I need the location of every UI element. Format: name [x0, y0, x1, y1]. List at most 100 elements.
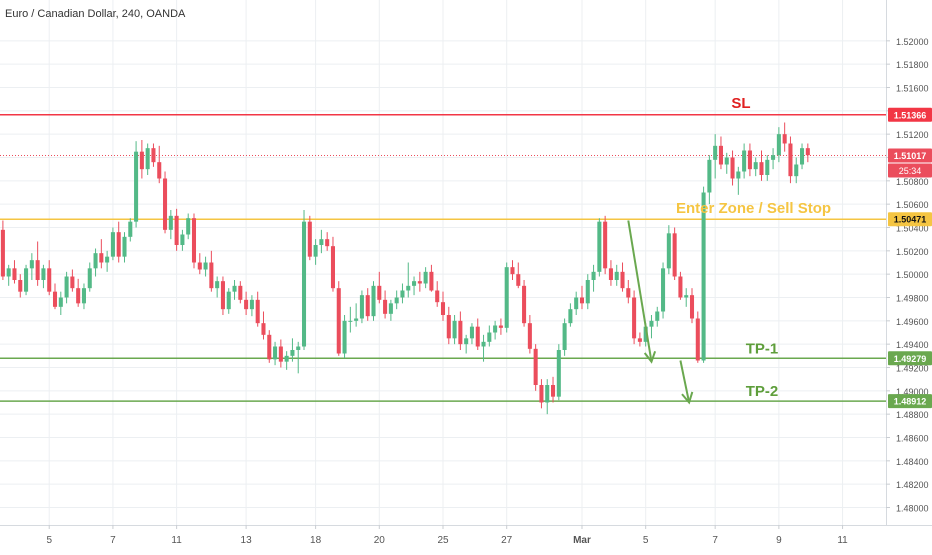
- candle[interactable]: [800, 143, 805, 170]
- candle[interactable]: [186, 213, 191, 240]
- candle[interactable]: [151, 143, 156, 167]
- candle[interactable]: [469, 323, 474, 345]
- candle[interactable]: [742, 143, 747, 179]
- candle[interactable]: [713, 134, 718, 179]
- candle[interactable]: [18, 274, 23, 298]
- candle[interactable]: [336, 281, 341, 356]
- candle[interactable]: [678, 271, 683, 300]
- candle[interactable]: [267, 330, 272, 363]
- candle[interactable]: [452, 315, 457, 345]
- candle[interactable]: [464, 334, 469, 354]
- candle[interactable]: [128, 218, 133, 242]
- candle[interactable]: [342, 315, 347, 359]
- candle[interactable]: [718, 136, 723, 170]
- candle[interactable]: [209, 250, 214, 292]
- candle[interactable]: [330, 236, 336, 292]
- candle[interactable]: [603, 215, 608, 275]
- candle[interactable]: [105, 250, 110, 272]
- candle[interactable]: [134, 141, 139, 228]
- candle[interactable]: [383, 290, 388, 319]
- candle[interactable]: [24, 264, 29, 296]
- candle[interactable]: [649, 315, 654, 339]
- candle[interactable]: [226, 288, 231, 314]
- candle[interactable]: [516, 262, 521, 289]
- candle[interactable]: [550, 376, 556, 403]
- candle[interactable]: [70, 269, 75, 292]
- candle[interactable]: [12, 260, 17, 284]
- candle[interactable]: [579, 285, 585, 310]
- candle[interactable]: [672, 227, 677, 281]
- candle[interactable]: [666, 225, 671, 275]
- candle[interactable]: [423, 267, 428, 289]
- candle[interactable]: [504, 262, 509, 333]
- candle[interactable]: [788, 136, 793, 184]
- candle[interactable]: [116, 221, 121, 263]
- candle[interactable]: [805, 143, 810, 163]
- candle[interactable]: [284, 351, 289, 370]
- candle[interactable]: [446, 306, 451, 345]
- candle[interactable]: [307, 215, 312, 261]
- candle[interactable]: [93, 248, 98, 277]
- candle[interactable]: [220, 276, 225, 316]
- candle[interactable]: [232, 280, 237, 300]
- candle[interactable]: [626, 280, 631, 304]
- candle[interactable]: [296, 341, 301, 374]
- candle[interactable]: [655, 306, 660, 327]
- candle[interactable]: [533, 344, 538, 391]
- candle[interactable]: [782, 122, 787, 152]
- candle[interactable]: [440, 291, 446, 321]
- candle[interactable]: [180, 229, 185, 251]
- candle[interactable]: [522, 280, 527, 327]
- candle[interactable]: [730, 150, 735, 186]
- candle[interactable]: [197, 253, 202, 275]
- candle[interactable]: [76, 278, 81, 307]
- candle[interactable]: [354, 303, 359, 327]
- candle[interactable]: [724, 152, 729, 174]
- time-axis[interactable]: 5 7 11 13 18 20 25 27 Mar 5 7 9 11: [46, 525, 848, 546]
- candle[interactable]: [325, 232, 330, 251]
- candle[interactable]: [377, 271, 382, 304]
- candle[interactable]: [701, 186, 706, 363]
- candle[interactable]: [429, 264, 434, 292]
- candle[interactable]: [313, 239, 318, 265]
- candle[interactable]: [191, 213, 197, 269]
- candle[interactable]: [632, 290, 637, 345]
- candle[interactable]: [255, 291, 260, 327]
- candle[interactable]: [81, 283, 86, 310]
- candle[interactable]: [556, 344, 561, 401]
- candle[interactable]: [388, 299, 393, 321]
- candle[interactable]: [215, 276, 220, 298]
- candle[interactable]: [41, 264, 46, 289]
- candle[interactable]: [203, 256, 208, 277]
- candle[interactable]: [614, 264, 619, 286]
- candle[interactable]: [765, 155, 770, 181]
- candle[interactable]: [545, 379, 550, 415]
- candle[interactable]: [591, 264, 596, 292]
- candle[interactable]: [157, 145, 162, 184]
- candle[interactable]: [417, 271, 422, 292]
- candle[interactable]: [0, 220, 5, 281]
- candle[interactable]: [261, 311, 266, 340]
- candle[interactable]: [35, 241, 40, 286]
- candle[interactable]: [273, 341, 278, 366]
- candle[interactable]: [568, 303, 573, 327]
- candle[interactable]: [562, 318, 567, 356]
- candle[interactable]: [747, 143, 752, 177]
- candle[interactable]: [736, 166, 741, 195]
- candle[interactable]: [371, 281, 376, 321]
- candle[interactable]: [458, 311, 463, 351]
- candle[interactable]: [487, 325, 492, 347]
- candle[interactable]: [771, 148, 776, 170]
- candle[interactable]: [493, 320, 498, 340]
- candle[interactable]: [139, 140, 144, 179]
- candle[interactable]: [510, 260, 515, 280]
- candle[interactable]: [597, 218, 602, 277]
- candle[interactable]: [794, 157, 799, 184]
- candle[interactable]: [6, 264, 11, 286]
- candle[interactable]: [498, 318, 503, 335]
- candle[interactable]: [278, 339, 283, 368]
- candle[interactable]: [689, 288, 695, 324]
- candle[interactable]: [174, 208, 179, 251]
- candle[interactable]: [394, 290, 399, 310]
